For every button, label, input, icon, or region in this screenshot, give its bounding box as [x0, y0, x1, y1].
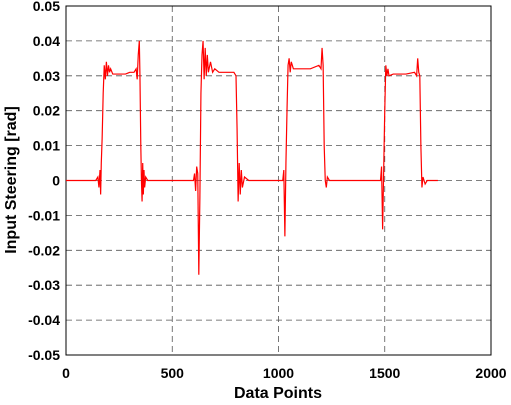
- data-line: [66, 40, 438, 275]
- x-tick-label: 1500: [369, 365, 400, 381]
- x-axis-label: Data Points: [234, 385, 322, 402]
- x-tick-label: 0: [62, 365, 70, 381]
- y-tick-label: -0.04: [28, 312, 60, 328]
- y-tick-label: 0.04: [33, 33, 60, 49]
- y-tick-label: 0: [52, 173, 60, 189]
- y-tick-label: -0.01: [28, 207, 60, 223]
- y-tick-label: 0.03: [33, 68, 60, 84]
- y-tick-label: 0.02: [33, 103, 60, 119]
- y-tick-label: -0.02: [28, 242, 60, 258]
- y-tick-label: 0.01: [33, 138, 60, 154]
- x-tick-label: 1000: [263, 365, 294, 381]
- y-tick-label: -0.03: [28, 277, 60, 293]
- y-axis-label: Input Steering [rad]: [3, 106, 20, 254]
- y-tick-label: -0.05: [28, 347, 60, 363]
- y-tick-label: 0.05: [33, 0, 60, 14]
- x-tick-label: 2000: [475, 365, 506, 381]
- x-tick-label: 500: [161, 365, 185, 381]
